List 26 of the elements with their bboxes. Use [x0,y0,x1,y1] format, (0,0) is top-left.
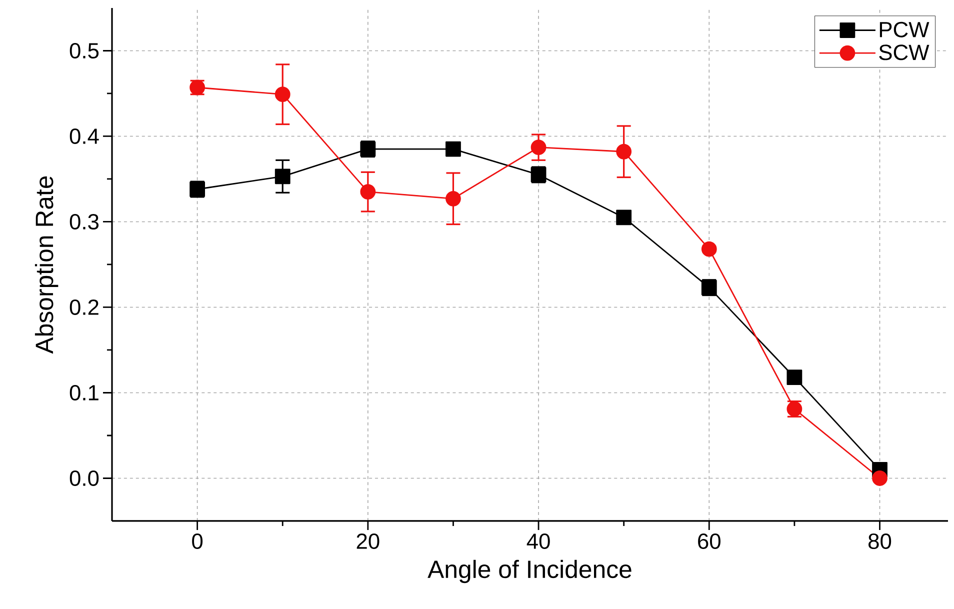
legend-label: PCW [880,22,930,38]
x-tick-label: 60 [698,534,720,550]
x-axis-title: Angle of Incidence [428,560,632,584]
y-tick-label: 0.1 [70,384,98,400]
x-tick-label: 20 [356,534,380,550]
y-tick-label: 0.0 [70,470,99,486]
point [446,141,461,157]
y-tick-label: 0.4 [70,128,99,144]
y-axis-title: Absorption Rate [34,176,58,354]
legend-label: SCW [879,44,930,60]
y-tick-label: 0.3 [70,214,99,230]
point [872,470,888,486]
point [786,370,802,386]
y-tick-label: 0.2 [70,299,98,315]
point [616,210,632,226]
x-tick-label: 0 [192,534,203,550]
point [446,190,461,206]
point [701,241,717,257]
x-tick-label: 80 [868,534,892,550]
point [274,168,290,184]
x-tick-label: 40 [526,534,550,550]
point [274,86,290,102]
point [360,184,376,200]
y-tick-label: 0.5 [70,42,99,58]
point [530,140,546,156]
point [616,144,632,160]
